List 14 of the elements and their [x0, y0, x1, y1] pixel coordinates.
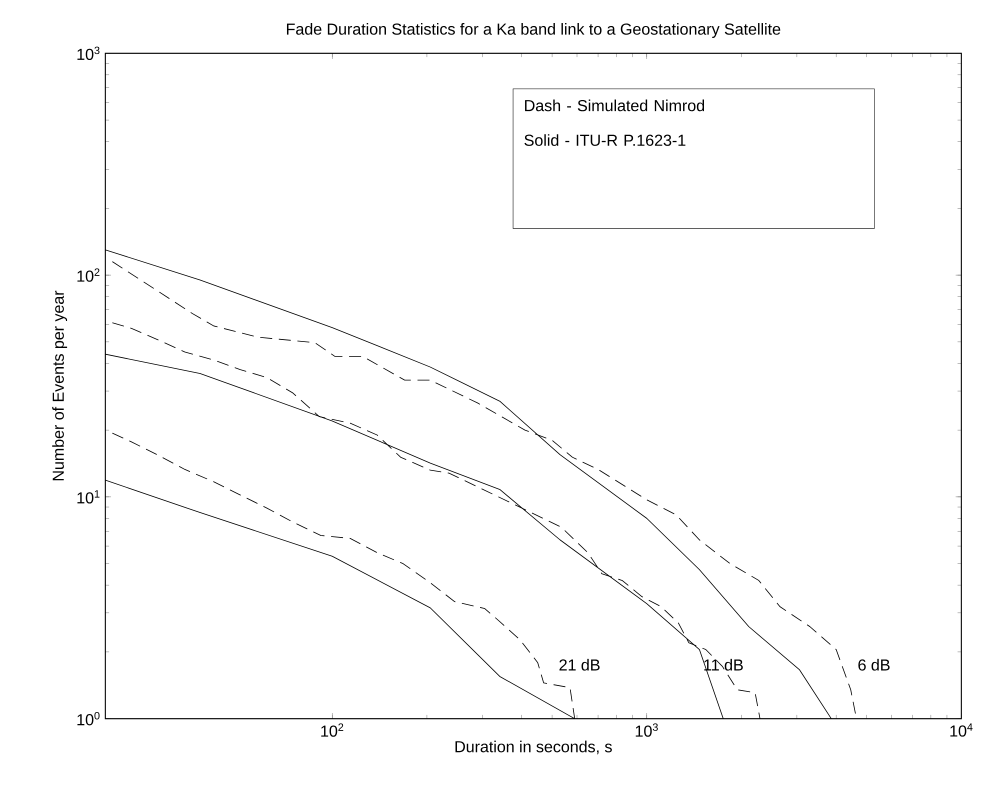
- annotation: Dash - Simulated Nimrod: [525, 100, 704, 112]
- y-tick-label: 10$^{2}$: [77, 268, 100, 282]
- x-tick-label: 10$^{2}$: [321, 723, 344, 737]
- y-tick-label: 10$^{1}$: [77, 490, 100, 504]
- x-tick-label: 10$^{3}$: [636, 723, 658, 737]
- y-tick-label: 10$^{0}$: [77, 712, 100, 726]
- y-tick-label: 10$^{3}$: [77, 46, 100, 60]
- annotation: Solid - ITU-R P.1623-1: [524, 134, 686, 146]
- y-axis-title: Number of Events per year: [52, 290, 68, 480]
- x-tick-label: 10$^{4}$: [950, 723, 973, 737]
- annotation: 6 dB: [858, 658, 890, 671]
- chart-title: Fade Duration Statistics for a Ka band link to a Geostationary Satellite: [286, 23, 780, 38]
- x-axis-title: Duration in seconds, s: [456, 740, 612, 754]
- annotation: 21 dB: [559, 658, 600, 671]
